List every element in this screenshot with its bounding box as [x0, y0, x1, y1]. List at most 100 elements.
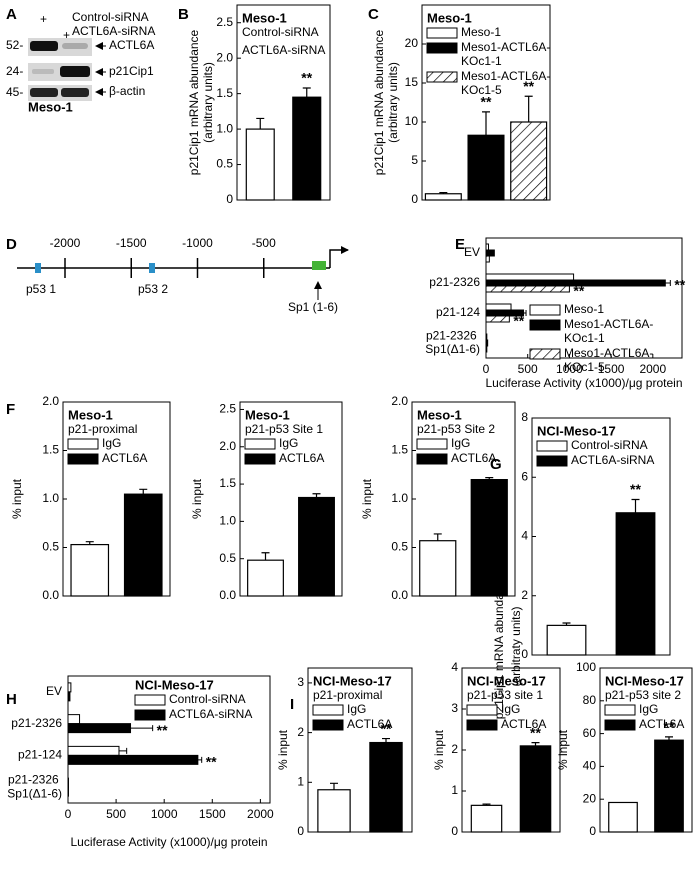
- y-tick-label: 5: [411, 153, 418, 167]
- plot-frame: [307, 667, 413, 833]
- legend-swatch: [536, 455, 568, 467]
- error-bar: [439, 191, 448, 194]
- legend-label: IgG: [639, 702, 658, 716]
- legend-swatch: [466, 719, 498, 731]
- legend-label: Meso1-ACTL6A-KOc1-5: [564, 346, 653, 374]
- legend-label: ACTL6A: [279, 451, 324, 465]
- bar: [485, 243, 490, 251]
- y-tick-label: 10: [405, 114, 419, 128]
- y-axis-label: % input: [556, 729, 570, 770]
- bar: [510, 121, 548, 201]
- y-tick-label: 0: [226, 192, 233, 206]
- error-bar: [531, 742, 540, 746]
- bar: [67, 754, 199, 765]
- bar: [485, 255, 490, 263]
- plot-frame: [599, 667, 693, 833]
- legend-swatch: [244, 438, 276, 450]
- error-bar: [330, 782, 338, 790]
- bar: [67, 723, 132, 734]
- blot-band: [32, 69, 54, 74]
- legend-label: ACTL6A: [347, 717, 392, 731]
- error-bar: [139, 488, 148, 495]
- significance-label: **: [674, 277, 685, 293]
- bar: [67, 682, 72, 693]
- bar: [546, 624, 587, 656]
- significance-label: **: [630, 481, 641, 497]
- bar: [67, 745, 120, 756]
- y-axis-label: (arbitrary units): [386, 62, 400, 143]
- significance-label: **: [530, 724, 541, 740]
- y-axis-label: p21Cip1 mRNA abundance: [492, 573, 506, 719]
- legend-swatch: [416, 453, 448, 465]
- significance-label: **: [573, 283, 584, 299]
- y-tick-label: 0.0: [42, 588, 59, 602]
- panel-letter: H: [6, 691, 17, 708]
- p53-site: [149, 263, 155, 273]
- legend-label: IgG: [102, 436, 121, 450]
- bar: [70, 543, 110, 597]
- error-bar: [482, 111, 490, 136]
- legend-swatch: [529, 348, 561, 360]
- significance-label: **: [381, 720, 392, 736]
- y-tick-label: 2.0: [216, 50, 233, 64]
- sp1-site: [312, 261, 326, 270]
- legend-title: Meso-1: [242, 10, 287, 25]
- y-tick-label: 2.0: [42, 394, 59, 408]
- error-bar: [85, 541, 94, 545]
- error-bar: [256, 117, 265, 130]
- subtitle: p21-p53 site 2: [605, 688, 681, 702]
- bar: [123, 493, 163, 597]
- y-tick-label: 15: [405, 75, 419, 89]
- legend-swatch: [134, 694, 166, 706]
- legend-swatch: [416, 438, 448, 450]
- legend-title: Meso-1: [68, 407, 113, 422]
- lane-mark: +: [63, 28, 70, 42]
- plot-frame: [67, 675, 271, 804]
- x-tick-label: 2000: [639, 362, 666, 376]
- y-axis-label: % input: [432, 729, 446, 770]
- legend-label: ACTL6A: [639, 717, 684, 731]
- subtitle: p21-proximal: [313, 688, 382, 702]
- error-bar: [523, 310, 527, 316]
- bar: [485, 339, 489, 347]
- blot-band: [61, 88, 89, 97]
- legend-swatch: [312, 704, 344, 716]
- legend-title: Meso-1: [245, 407, 290, 422]
- blot-panel: + + Control-siRNA ACTL6A-siRNA 52- 24- 4…: [6, 10, 155, 114]
- legend-label: Control-siRNA: [169, 692, 246, 706]
- blot-band: [30, 88, 58, 97]
- legend-label: ACTL6A: [102, 451, 147, 465]
- legend-label: ACTL6A: [451, 451, 496, 465]
- panel-letter: E: [455, 236, 465, 253]
- panel-letter: I: [290, 696, 294, 713]
- x-tick-label: 500: [518, 362, 538, 376]
- significance-label: **: [301, 70, 312, 86]
- y-tick-label: 1: [297, 774, 304, 788]
- band-label: β-actin: [109, 84, 145, 98]
- bar: [298, 496, 335, 597]
- size-marker: 45-: [6, 85, 23, 99]
- error-bar: [312, 493, 321, 498]
- y-tick-label: 2.0: [391, 394, 408, 408]
- y-tick-label: 3: [451, 701, 458, 715]
- legend-swatch: [536, 440, 568, 452]
- y-axis-label: % input: [10, 478, 24, 519]
- bar: [654, 739, 684, 833]
- y-tick-label: 1.5: [42, 443, 59, 457]
- y-tick-label: 0.5: [219, 551, 236, 565]
- x-tick-label: 500: [106, 807, 126, 821]
- y-tick-label: 4: [451, 660, 458, 674]
- legend-swatch: [604, 704, 636, 716]
- legend-swatch: [426, 27, 458, 39]
- category-label: p21-2326 Sp1(Δ1-6): [425, 329, 480, 357]
- category-label: p21-124: [436, 305, 480, 319]
- legend-swatch: [466, 704, 498, 716]
- y-axis-label: p21Cip1 mRNA abundance: [187, 29, 201, 175]
- error-bar: [485, 477, 494, 480]
- subtitle: p21-p53 Site 2: [417, 422, 495, 436]
- error-bar: [482, 803, 491, 806]
- legend-title: NCI-Meso-17: [313, 673, 392, 688]
- bar: [485, 273, 575, 281]
- legend-label: ACTL6A-siRNA: [169, 707, 252, 721]
